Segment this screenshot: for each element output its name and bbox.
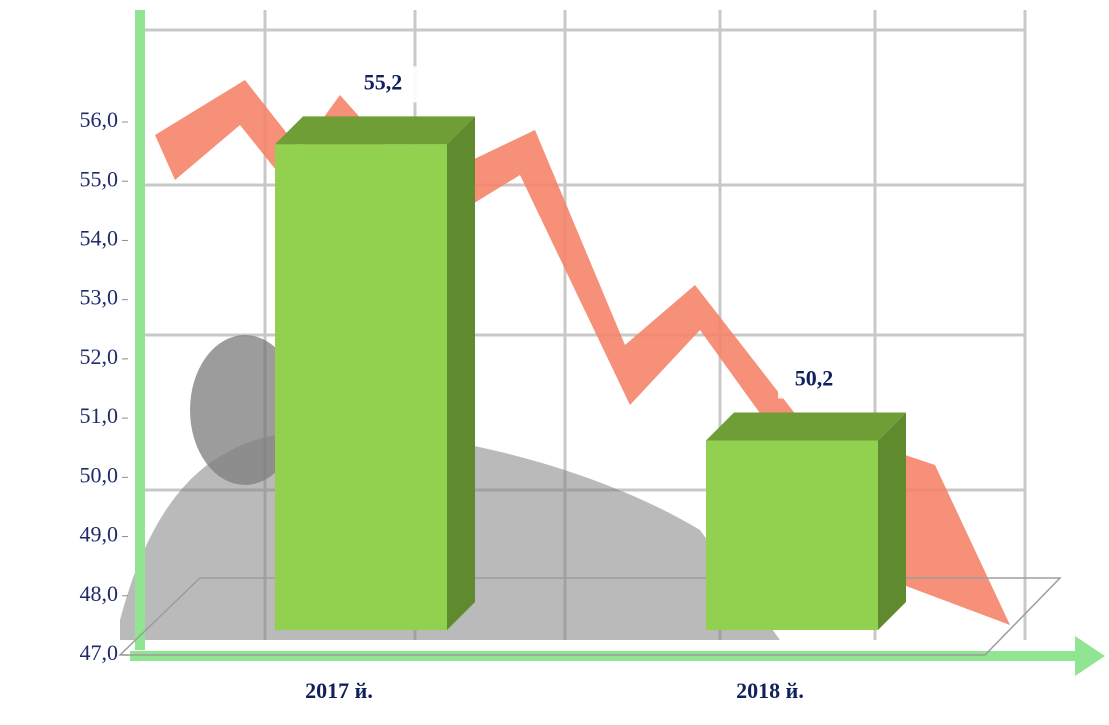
x-tick-label: 2017 й. [305, 678, 373, 703]
bar-top [706, 412, 906, 441]
y-tick-label: 53,0 [80, 285, 119, 310]
bar-side [447, 116, 475, 630]
y-tick-label: 52,0 [80, 344, 119, 369]
value-label-bg [778, 362, 850, 399]
background [118, 10, 1105, 676]
y-tick-label: 47,0 [80, 640, 119, 665]
value-label-bg [347, 66, 419, 103]
bar-side [878, 412, 906, 630]
y-tick-label: 48,0 [80, 581, 119, 606]
y-tick-label: 50,0 [80, 462, 119, 487]
bar-top [275, 116, 475, 145]
bar [275, 144, 447, 630]
y-tick-label: 49,0 [80, 522, 119, 547]
x-tick-label: 2018 й. [736, 678, 804, 703]
y-tick-label: 55,0 [80, 166, 119, 191]
y-tick-label: 51,0 [80, 403, 119, 428]
value-label: 55,2 [364, 69, 403, 94]
value-label: 50,2 [795, 366, 834, 391]
y-tick-label: 56,0 [80, 107, 119, 132]
y-tick-label: 54,0 [80, 225, 119, 250]
bar [706, 440, 878, 630]
